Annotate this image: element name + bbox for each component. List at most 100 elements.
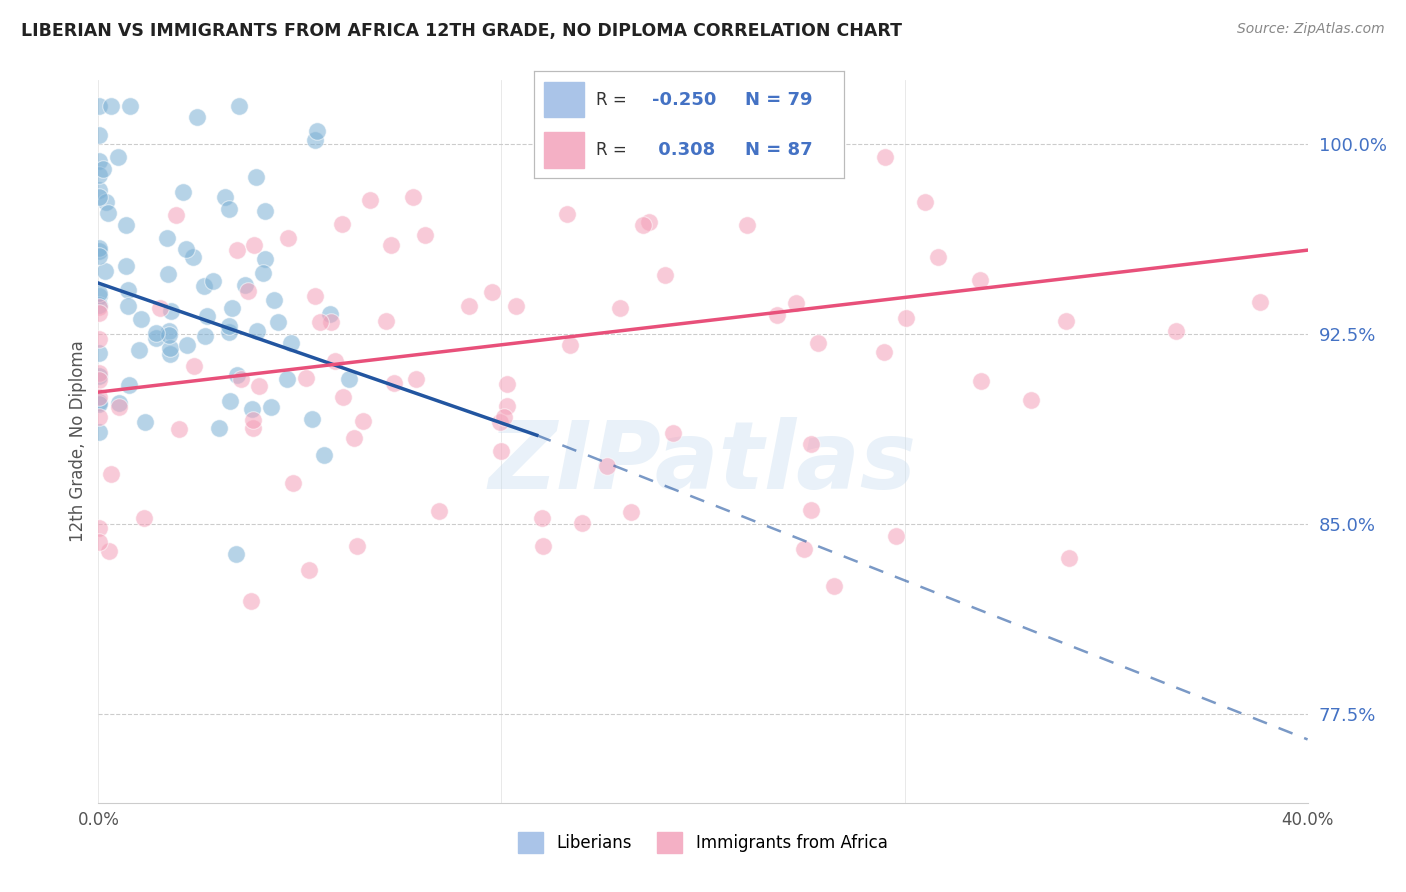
- Point: [332, 390, 354, 404]
- Point: [225, 368, 247, 382]
- Point: [323, 354, 346, 368]
- Point: [87, 298, 110, 312]
- Point: [242, 413, 264, 427]
- Point: [321, 315, 343, 329]
- Point: [970, 374, 993, 388]
- Point: [531, 539, 554, 553]
- Point: [260, 401, 283, 415]
- Point: [219, 394, 242, 409]
- Point: [873, 150, 896, 164]
- Point: [505, 299, 527, 313]
- Point: [118, 378, 141, 392]
- Point: [157, 328, 180, 343]
- Point: [114, 218, 136, 232]
- Point: [87, 300, 110, 314]
- Point: [492, 410, 515, 425]
- Point: [157, 324, 180, 338]
- Point: [100, 467, 122, 481]
- Point: [87, 249, 110, 263]
- Text: R =: R =: [596, 91, 633, 109]
- Point: [596, 458, 619, 473]
- Point: [134, 510, 156, 524]
- Text: LIBERIAN VS IMMIGRANTS FROM AFRICA 12TH GRADE, NO DIPLOMA CORRELATION CHART: LIBERIAN VS IMMIGRANTS FROM AFRICA 12TH …: [21, 22, 903, 40]
- Point: [87, 244, 110, 259]
- Text: R =: R =: [596, 141, 633, 159]
- Point: [87, 98, 110, 112]
- Point: [245, 169, 267, 184]
- Point: [167, 422, 190, 436]
- Point: [87, 183, 110, 197]
- Point: [87, 368, 110, 383]
- Point: [87, 521, 110, 535]
- Point: [276, 372, 298, 386]
- Point: [87, 289, 110, 303]
- Point: [176, 338, 198, 352]
- Point: [235, 278, 257, 293]
- Point: [166, 207, 188, 221]
- Point: [343, 431, 366, 445]
- Text: -0.250: -0.250: [652, 91, 716, 109]
- Point: [87, 332, 110, 346]
- Point: [128, 343, 150, 357]
- Point: [149, 301, 172, 316]
- Point: [243, 237, 266, 252]
- Point: [201, 274, 224, 288]
- Point: [558, 338, 581, 352]
- Point: [793, 542, 815, 557]
- Point: [405, 372, 427, 386]
- Point: [228, 98, 250, 112]
- Point: [662, 426, 685, 441]
- Point: [308, 314, 330, 328]
- Point: [413, 227, 436, 242]
- Point: [654, 268, 676, 282]
- Point: [108, 400, 131, 414]
- Point: [87, 128, 110, 143]
- Point: [346, 539, 368, 553]
- Point: [87, 397, 110, 411]
- Point: [359, 193, 381, 207]
- Point: [221, 301, 243, 316]
- Point: [1166, 324, 1188, 338]
- Point: [427, 504, 450, 518]
- Point: [555, 207, 578, 221]
- Point: [914, 194, 936, 209]
- Point: [229, 372, 252, 386]
- Point: [159, 346, 181, 360]
- Point: [145, 326, 167, 340]
- Point: [160, 303, 183, 318]
- Point: [297, 563, 319, 577]
- Point: [969, 273, 991, 287]
- Point: [884, 529, 907, 543]
- Point: [225, 243, 247, 257]
- Point: [242, 420, 264, 434]
- Point: [100, 98, 122, 112]
- Point: [312, 448, 335, 462]
- Point: [304, 289, 326, 303]
- Point: [496, 376, 519, 391]
- Point: [218, 318, 240, 333]
- Point: [87, 409, 110, 424]
- Point: [120, 98, 142, 112]
- Point: [872, 344, 894, 359]
- Point: [496, 399, 519, 413]
- Point: [637, 214, 659, 228]
- Point: [94, 264, 117, 278]
- Point: [1054, 314, 1077, 328]
- Point: [218, 202, 240, 216]
- Point: [927, 250, 949, 264]
- Point: [225, 547, 247, 561]
- Point: [352, 414, 374, 428]
- Point: [194, 328, 217, 343]
- Point: [1249, 295, 1271, 310]
- Point: [247, 379, 270, 393]
- Point: [375, 314, 398, 328]
- Point: [631, 218, 654, 232]
- Point: [87, 425, 110, 439]
- Point: [87, 286, 110, 301]
- Point: [283, 475, 305, 490]
- Point: [301, 412, 323, 426]
- Point: [87, 306, 110, 320]
- Point: [107, 150, 129, 164]
- Point: [609, 301, 631, 315]
- Point: [277, 231, 299, 245]
